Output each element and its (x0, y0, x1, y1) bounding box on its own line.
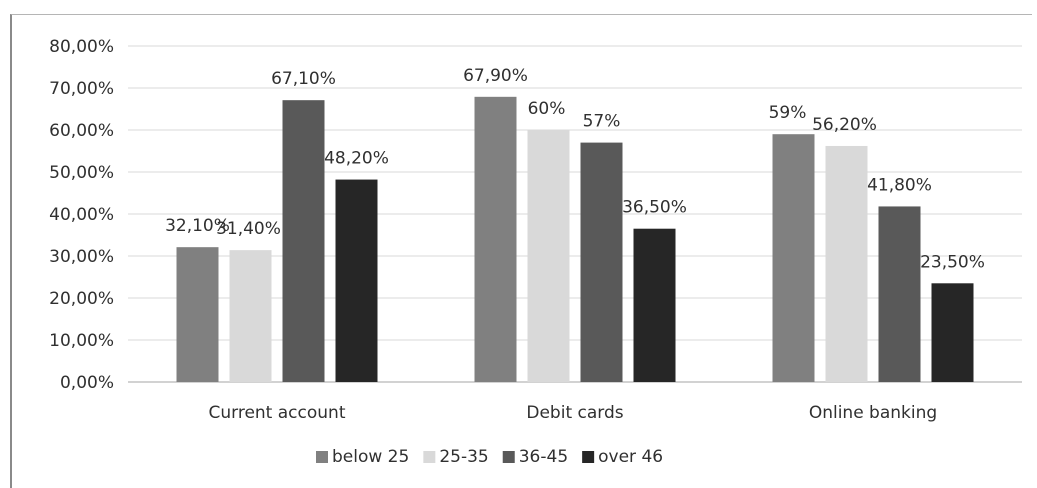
legend-label: over 46 (598, 447, 663, 467)
bar-over-46 (335, 179, 378, 382)
data-label: 48,20% (324, 149, 389, 169)
data-label: 60% (528, 99, 566, 119)
y-tick-label: 70,00% (49, 79, 114, 99)
y-tick-label: 0,00% (60, 373, 114, 393)
data-label: 36,50% (622, 198, 687, 218)
data-label: 67,10% (271, 69, 336, 89)
legend-swatch (423, 451, 436, 463)
bar-36-45 (580, 142, 623, 382)
bar-below-25 (772, 134, 815, 382)
bar-25-35 (527, 130, 570, 382)
y-tick-label: 20,00% (49, 289, 114, 309)
y-tick-label: 60,00% (49, 121, 114, 141)
category-label: Current account (209, 403, 346, 423)
bar-below-25 (176, 247, 219, 382)
y-tick-label: 40,00% (49, 205, 114, 225)
data-label: 31,40% (216, 219, 281, 239)
bar-below-25 (474, 96, 517, 382)
data-label: 32,10% (165, 216, 230, 236)
legend-swatch (582, 451, 595, 463)
data-label: 67,90% (463, 66, 528, 86)
data-label: 56,20% (812, 115, 877, 135)
data-label: 41,80% (867, 175, 932, 195)
data-label: 57% (583, 112, 621, 132)
chart-frame (10, 14, 1032, 488)
bar-over-46 (931, 283, 974, 382)
bar-25-35 (825, 145, 868, 382)
data-label: 59% (769, 103, 807, 123)
legend-label: below 25 (332, 447, 409, 467)
bar-25-35 (229, 250, 272, 382)
legend-swatch (316, 451, 328, 463)
legend-label: 36-45 (519, 447, 568, 467)
y-tick-label: 50,00% (49, 163, 114, 183)
y-tick-label: 80,00% (49, 37, 114, 57)
bar-36-45 (878, 206, 921, 382)
bar-36-45 (282, 100, 325, 383)
data-label: 23,50% (920, 252, 985, 272)
y-tick-label: 10,00% (49, 331, 114, 351)
category-label: Online banking (809, 403, 937, 423)
bar-over-46 (633, 228, 676, 382)
legend-swatch (502, 451, 515, 463)
y-tick-label: 30,00% (49, 247, 114, 267)
category-label: Debit cards (526, 403, 623, 423)
legend-label: 25-35 (439, 447, 488, 467)
